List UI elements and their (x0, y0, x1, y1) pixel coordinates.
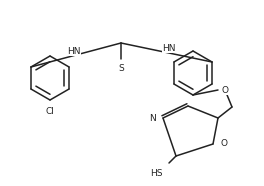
Text: O: O (221, 86, 228, 94)
Text: HN: HN (162, 44, 175, 53)
Text: HS: HS (150, 169, 163, 178)
Text: O: O (220, 140, 227, 148)
Text: HN: HN (67, 46, 81, 55)
Text: S: S (118, 64, 124, 73)
Text: N: N (149, 113, 156, 123)
Text: Cl: Cl (46, 107, 54, 116)
